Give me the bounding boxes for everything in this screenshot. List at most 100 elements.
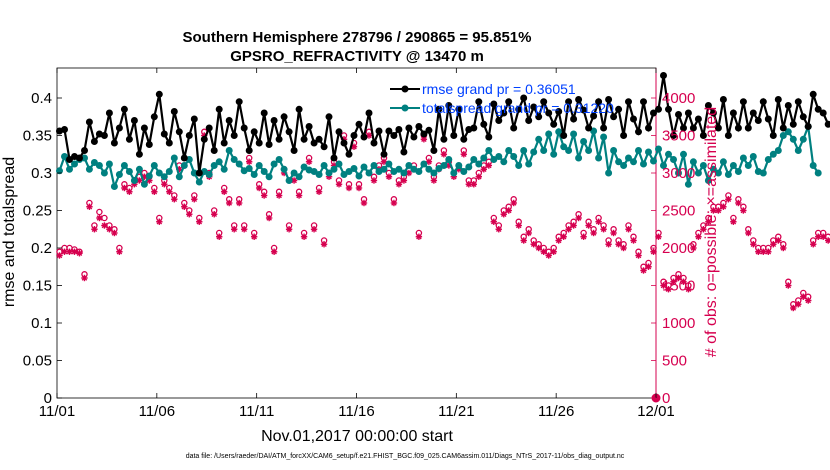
totalspread-series-point (789, 135, 797, 143)
totalspread-series-point (225, 147, 233, 154)
totalspread-series-point (215, 158, 223, 166)
rmse-series-point (450, 132, 458, 139)
obs-assimilated-point (695, 233, 702, 240)
asterisk-stroke (91, 226, 98, 233)
totalspread-series-point (739, 154, 747, 162)
rmse-series-point (315, 135, 323, 143)
rmse-series-point (670, 132, 677, 139)
totalspread-series-point (150, 162, 158, 169)
obs-assimilated-point (235, 199, 243, 207)
obs-assimilated-point (495, 226, 502, 233)
totalspread-series-point (560, 143, 568, 151)
asterisk-stroke (785, 282, 792, 289)
asterisk-stroke (535, 245, 542, 251)
y-right-tick-label: 3500 (662, 128, 695, 145)
obs-assimilated-point (460, 151, 468, 158)
y-right-tick-label: 4000 (662, 90, 695, 107)
totalspread-series-point (565, 147, 573, 154)
rmse-series-point (395, 126, 403, 133)
obs-assimilated-point (221, 188, 228, 195)
asterisk-stroke (421, 136, 427, 143)
rmse-series-point (155, 90, 163, 98)
rmse-series-point (265, 141, 273, 148)
obs-assimilated-point (640, 267, 647, 274)
totalspread-series-point (330, 165, 338, 173)
rmse-series-point (714, 124, 722, 132)
rmse-series-point (739, 98, 747, 106)
rmse-series-point (220, 139, 228, 147)
rmse-series-point (615, 105, 623, 113)
asterisk-stroke (670, 278, 677, 285)
rmse-series-point (190, 115, 198, 123)
obs-assimilated-point (166, 188, 173, 195)
totalspread-series-point (729, 162, 737, 169)
totalspread-series-point (370, 162, 378, 169)
y-left-tick-label: 0.1 (31, 315, 52, 332)
asterisk-stroke (750, 241, 757, 248)
obs-assimilated-point (255, 184, 263, 192)
rmse-series-point (744, 124, 752, 132)
obs-assimilated-point (530, 241, 537, 248)
rmse-series-point (330, 154, 338, 162)
totalspread-series-point (56, 167, 63, 175)
rmse-series-point (620, 132, 628, 139)
y-axis-right-label: # of obs: o=possible; ×=assimilated (703, 107, 720, 357)
totalspread-series-point (145, 172, 153, 180)
obs-assimilated-point (815, 233, 822, 240)
asterisk-stroke (416, 233, 422, 240)
rmse-series-point (680, 124, 687, 132)
asterisk-stroke (181, 203, 188, 210)
totalspread-series-point (400, 169, 408, 177)
legend: rmse grand pr = 0.36051 totalspread gran… (390, 81, 614, 116)
totalspread-series-point (255, 162, 263, 169)
obs-assimilated-point (475, 173, 482, 180)
obs-assimilated-point (345, 184, 353, 192)
obs-assimilated-point (66, 248, 73, 255)
obs-assimilated-point (360, 199, 368, 207)
asterisk-stroke (475, 173, 482, 180)
obs-assimilated-point (800, 293, 807, 300)
totalspread-series-point (570, 130, 578, 138)
rmse-series-point (425, 126, 433, 134)
obs-assimilated-point (700, 226, 707, 233)
obs-assimilated-point (400, 177, 408, 184)
rmse-series-point (595, 98, 603, 106)
legend-rmse-label: rmse grand pr = 0.36051 (422, 81, 576, 97)
rmse-series-point (310, 139, 318, 147)
x-tick-label: 11/16 (338, 403, 374, 420)
totalspread-series-point (61, 153, 68, 160)
asterisk-stroke (61, 248, 68, 255)
obs-assimilated-point (600, 226, 607, 233)
totalspread-series-point (734, 168, 742, 175)
rmse-series-point (295, 105, 303, 113)
obs-assimilated-point (610, 229, 617, 237)
asterisk-stroke (540, 248, 547, 255)
asterisk-stroke (510, 200, 517, 206)
asterisk-stroke (56, 252, 63, 259)
rmse-series-point (734, 124, 742, 132)
obs-assimilated-point (735, 199, 742, 207)
obs-assimilated-point (116, 248, 123, 255)
totalspread-series-point (585, 147, 593, 154)
totalspread-series-point (555, 128, 563, 136)
obs-assimilated-point (295, 192, 303, 199)
totalspread-series-point (430, 169, 438, 177)
totalspread-series-point (590, 127, 598, 135)
rmse-series-point (565, 98, 573, 106)
obs-assimilated-point (56, 252, 63, 259)
totalspread-series-point (230, 156, 238, 163)
asterisk-stroke (246, 158, 252, 165)
totalspread-series-point (100, 169, 108, 177)
data-file-footer: data file: /Users/raeder/DAI/ATM_forcXX/… (186, 453, 625, 460)
totalspread-series-point (645, 148, 652, 156)
totalspread-series-point (595, 154, 603, 162)
asterisk-stroke (401, 177, 407, 184)
obs-assimilated-point (415, 233, 423, 240)
totalspread-series-point (120, 162, 128, 169)
totalspread-series-point (719, 158, 727, 166)
obs-assimilated-point (615, 241, 622, 248)
asterisk-stroke (735, 200, 742, 206)
asterisk-stroke (675, 275, 682, 281)
y-axis-left-label: rmse and totalspread (1, 157, 18, 307)
totalspread-series-point (175, 173, 183, 181)
